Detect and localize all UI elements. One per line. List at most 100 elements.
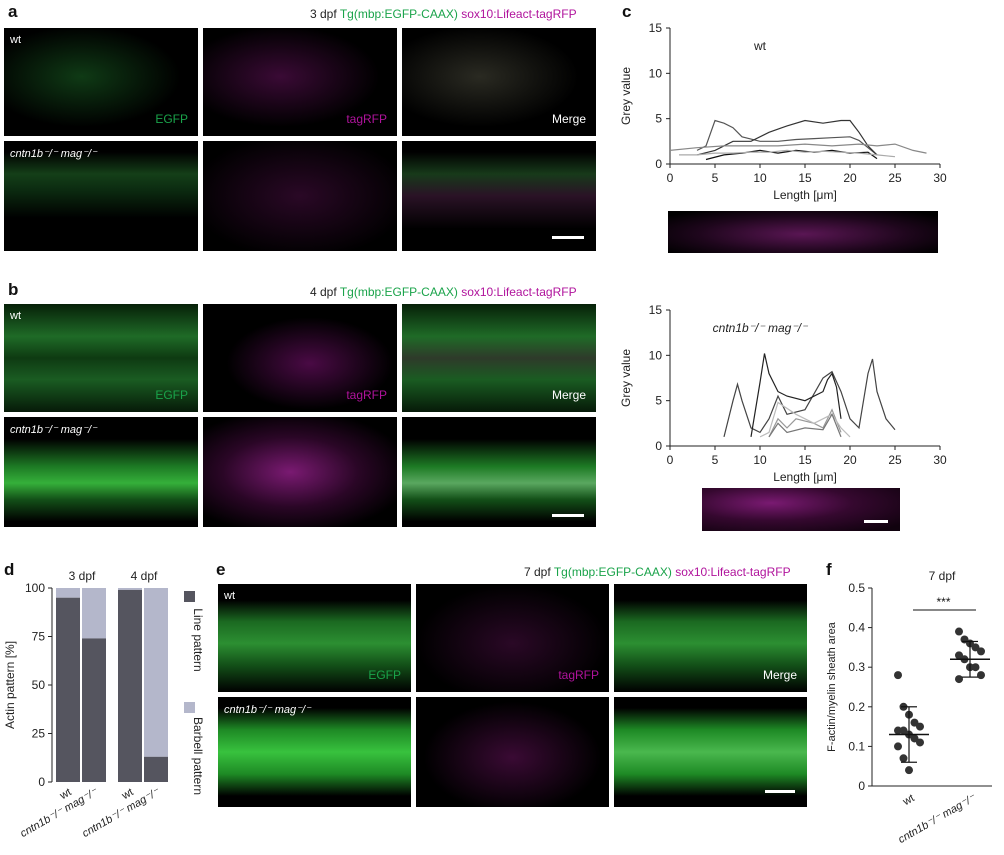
y-tick-label: 0 <box>38 775 45 789</box>
panel-e-gfp: Tg(mbp:EGFP-CAAX) <box>553 565 672 579</box>
legend-label: Line pattern <box>191 608 205 671</box>
panel-b-mutant-merge <box>402 417 596 527</box>
bar-barbell <box>82 588 106 639</box>
panel-e-wt-tagrfp: tagRFP <box>416 584 609 692</box>
x-tick-label: 10 <box>753 171 767 185</box>
panel-e-time: 7 dpf <box>524 565 551 579</box>
y-tick-label: 0.5 <box>848 581 865 595</box>
data-point <box>955 675 963 684</box>
x-tick-label: 30 <box>933 171 947 185</box>
scale-bar <box>864 520 888 523</box>
x-tick-label: 20 <box>843 453 857 467</box>
genotype-label: wt <box>224 590 235 602</box>
series-line-2 <box>669 143 927 154</box>
y-tick-label: 0.1 <box>848 739 865 753</box>
genotype-label: wt <box>10 310 21 322</box>
bar-line <box>144 756 168 782</box>
channel-label: EGFP <box>155 112 188 126</box>
channel-label: EGFP <box>368 668 401 682</box>
scale-bar <box>765 790 795 793</box>
bar-barbell <box>118 588 142 590</box>
x-tick-label: 30 <box>933 453 947 467</box>
genotype-label: cntn1b⁻/⁻ mag⁻/⁻ <box>224 704 311 716</box>
series-line-4 <box>679 149 896 158</box>
genotype-label: wt <box>10 34 21 46</box>
channel-label: tagRFP <box>346 388 387 402</box>
y-tick-label: 100 <box>25 581 45 595</box>
series-line-0 <box>723 358 896 438</box>
series-line-0 <box>696 119 878 156</box>
y-tick-label: 25 <box>32 727 46 741</box>
image-c-mutant <box>702 488 900 531</box>
bar-line <box>56 597 80 782</box>
panel-a-mutant-merge <box>402 141 596 251</box>
x-tick-label: 10 <box>753 453 767 467</box>
chart-title: wt <box>753 39 767 53</box>
panel-a-time: 3 dpf <box>310 7 337 21</box>
y-axis-label: Grey value <box>619 349 633 407</box>
y-tick-label: 5 <box>655 394 662 408</box>
y-tick-label: 0.2 <box>848 700 865 714</box>
panel-b-label: b <box>8 280 19 299</box>
channel-label: tagRFP <box>558 668 599 682</box>
panel-e-wt-egfp: wt EGFP <box>218 584 411 692</box>
panel-a-wt-tagrfp: tagRFP <box>203 28 397 136</box>
data-point <box>971 663 980 672</box>
panel-a-mutant-egfp: cntn1b⁻/⁻ mag⁻/⁻ <box>4 141 198 251</box>
group-label: 4 dpf <box>131 569 158 583</box>
scale-bar <box>552 236 584 239</box>
data-point <box>977 671 985 680</box>
y-tick-label: 10 <box>649 66 663 80</box>
x-axis-label: Length [μm] <box>773 188 837 202</box>
bar-line <box>82 638 106 782</box>
group-label: 3 dpf <box>69 569 96 583</box>
panel-a-rfp: sox10:Lifeact-tagRFP <box>461 7 577 21</box>
image-c-wt <box>668 211 938 253</box>
data-point <box>916 722 924 731</box>
panel-b-header: 4 dpf Tg(mbp:EGFP-CAAX) sox10:Lifeact-ta… <box>310 285 577 299</box>
panel-f-label: f <box>826 560 832 579</box>
y-tick-label: 5 <box>655 112 662 126</box>
category-label: wt <box>57 786 73 802</box>
series-line-2 <box>768 408 842 438</box>
channel-label: Merge <box>762 668 797 682</box>
panel-c-label: c <box>622 2 632 21</box>
y-tick-label: 0.4 <box>848 621 865 635</box>
y-tick-label: 0 <box>655 439 662 453</box>
data-point <box>899 726 908 735</box>
bar-barbell <box>56 588 80 598</box>
series-line-4 <box>768 412 842 438</box>
panel-b-gfp: Tg(mbp:EGFP-CAAX) <box>339 285 458 299</box>
x-tick-label: 25 <box>888 171 902 185</box>
chart-c-top: 0 5 10 15 0 5 10 15 20 25 30 Length [μm] Grey value w… <box>619 21 947 202</box>
panel-b-wt-merge: Merge <box>402 304 596 412</box>
data-point <box>894 671 902 680</box>
genotype-label: cntn1b⁻/⁻ mag⁻/⁻ <box>10 424 97 436</box>
y-tick-label: 0 <box>655 157 662 171</box>
chart-title: cntn1b⁻/⁻ mag⁻/⁻ <box>713 321 809 335</box>
channel-label: tagRFP <box>346 112 387 126</box>
y-axis-label: F-actin/myelin sheath area <box>826 621 838 751</box>
panel-b-mutant-tagrfp <box>203 417 397 527</box>
y-tick-label: 10 <box>649 348 663 362</box>
panel-b-time: 4 dpf <box>310 285 337 299</box>
panel-d-label: d <box>4 560 15 579</box>
series-line-3 <box>705 149 878 161</box>
y-tick-label: 0 <box>858 779 865 793</box>
data-point <box>899 754 908 763</box>
panel-e-header: 7 dpf Tg(mbp:EGFP-CAAX) sox10:Lifeact-ta… <box>524 565 791 579</box>
chart-c-bottom: 0 5 10 15 0 5 10 15 20 25 30 Length [μm] Grey value c… <box>619 303 947 484</box>
y-tick-label: 75 <box>32 630 46 644</box>
series-line-1 <box>750 353 842 437</box>
data-point <box>894 742 902 751</box>
y-tick-label: 0.3 <box>848 660 865 674</box>
chart-f: 0 0.1 0.2 0.3 0.4 0.5 F-actin/myelin sheath ar… <box>826 569 992 846</box>
legend-label: Barbell pattern <box>191 717 205 795</box>
panel-e-mutant-tagrfp <box>416 697 609 807</box>
series-line-1 <box>696 119 878 156</box>
panel-a-header: 3 dpf Tg(mbp:EGFP-CAAX) sox10:Lifeact-ta… <box>310 7 577 21</box>
data-point <box>971 643 980 652</box>
panel-e-mutant-egfp: cntn1b⁻/⁻ mag⁻/⁻ <box>218 697 411 807</box>
bar-barbell <box>144 588 168 757</box>
